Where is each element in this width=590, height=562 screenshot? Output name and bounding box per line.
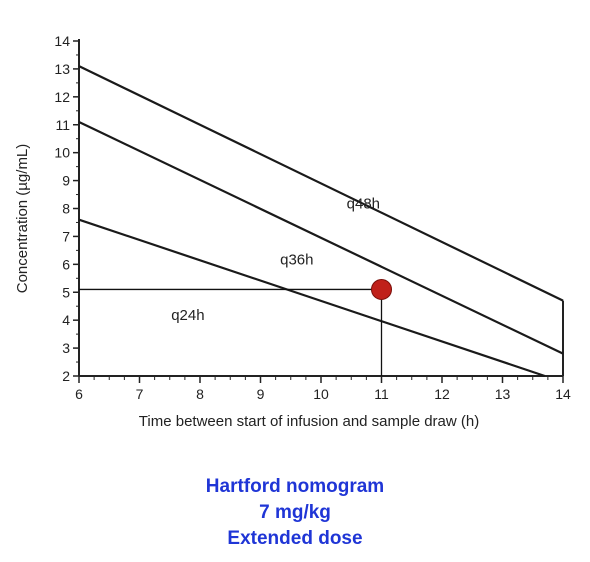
y-tick-label: 2 bbox=[62, 368, 70, 384]
caption-title: Hartford nomogram bbox=[205, 476, 385, 497]
measured-level-point bbox=[371, 278, 392, 300]
caption: Hartford nomogram 7 mg/kg Extended dose bbox=[0, 474, 590, 552]
region-label-3: q24h bbox=[171, 307, 204, 324]
y-tick-label: 7 bbox=[62, 228, 70, 244]
x-tick-label: 8 bbox=[196, 386, 204, 402]
x-tick-label: 13 bbox=[495, 386, 511, 402]
region-label-1: q48h bbox=[347, 196, 380, 213]
y-tick-label: 11 bbox=[55, 117, 70, 133]
y-tick-label: 6 bbox=[62, 256, 70, 272]
y-tick-label: 5 bbox=[62, 284, 70, 300]
y-tick-label: 8 bbox=[62, 201, 70, 217]
x-tick-label: 7 bbox=[136, 386, 144, 402]
x-tick-label: 12 bbox=[434, 386, 450, 402]
caption-subtitle: Extended dose bbox=[227, 528, 363, 549]
nomogram-line-2 bbox=[78, 120, 564, 355]
y-tick-label: 9 bbox=[62, 173, 70, 189]
y-tick-label: 3 bbox=[62, 340, 70, 356]
y-axis-title: Concentration (µg/mL) bbox=[14, 144, 31, 294]
x-tick-label: 10 bbox=[313, 386, 329, 402]
x-tick-label: 11 bbox=[374, 386, 389, 402]
caption-dose: 7 mg/kg bbox=[259, 502, 331, 523]
nomogram-chart: 2 3 4 5 6 7 8 9 10 11 12 13 14 6 7 8 9 10 11 12 13 14 Time bet… bbox=[14, 33, 571, 430]
x-tick-label: 6 bbox=[75, 386, 83, 402]
y-tick-label: 13 bbox=[54, 61, 70, 77]
nomogram-line-3 bbox=[78, 218, 546, 378]
x-tick-label: 9 bbox=[257, 386, 265, 402]
y-tick-label: 4 bbox=[62, 312, 70, 328]
y-tick-label: 10 bbox=[54, 145, 70, 161]
x-axis-title: Time between start of infusion and sampl… bbox=[139, 413, 479, 430]
nomogram-line-1 bbox=[78, 65, 564, 302]
x-tick-label: 14 bbox=[555, 386, 571, 402]
y-tick-label: 12 bbox=[54, 89, 70, 105]
y-tick-label: 14 bbox=[54, 33, 70, 49]
region-label-2: q36h bbox=[280, 251, 313, 268]
